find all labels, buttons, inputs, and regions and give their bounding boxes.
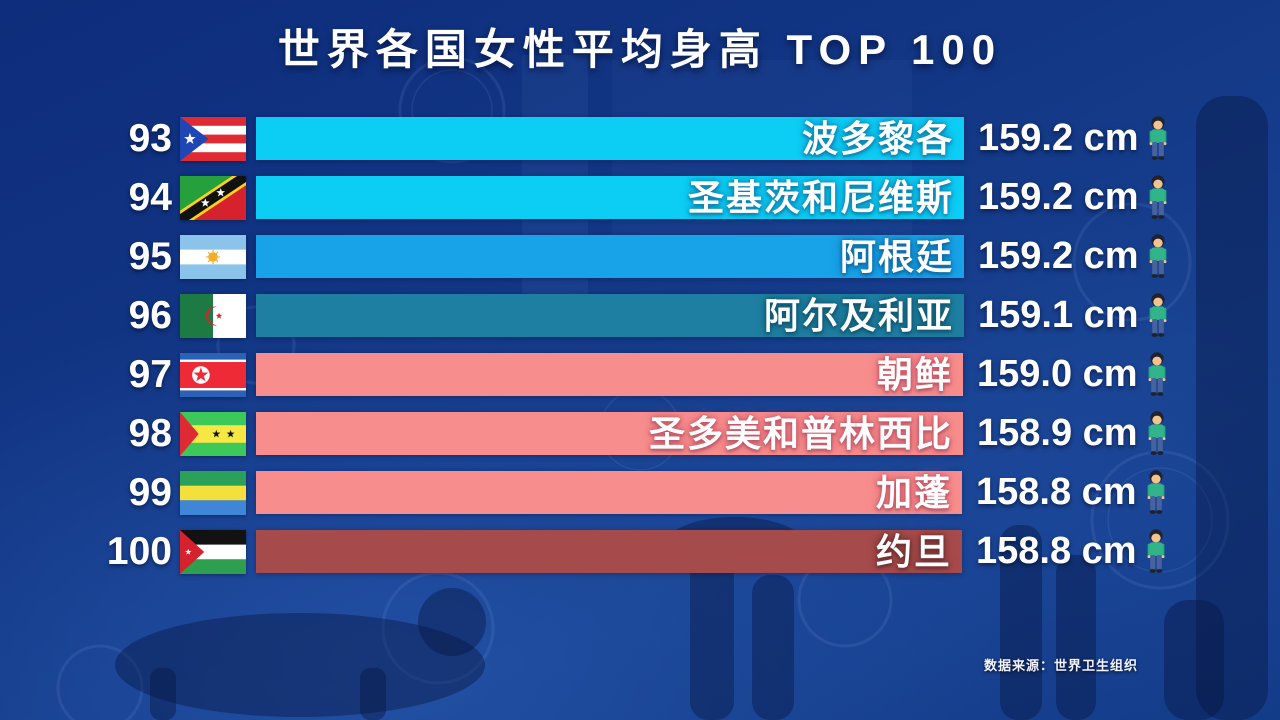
rank-label: 93 <box>128 117 172 160</box>
country-name-label: 阿根廷 <box>839 236 954 277</box>
height-value-label: 159.2 cm <box>978 176 1139 218</box>
bar: 圣多美和普林西比 <box>256 412 963 455</box>
woman-icon <box>1143 469 1169 517</box>
woman-icon <box>1145 174 1171 222</box>
gabon-flag-icon <box>180 470 246 515</box>
woman-icon <box>1145 233 1171 281</box>
bar: 圣基茨和尼维斯 <box>256 176 964 219</box>
bar: 加蓬 <box>256 471 962 514</box>
woman-icon <box>1144 410 1170 458</box>
country-name-label: 约旦 <box>875 531 952 572</box>
argentina-flag-icon <box>180 234 246 279</box>
country-name-label: 波多黎各 <box>801 118 954 159</box>
puerto-rico-flag-icon <box>180 116 246 161</box>
rank-label: 97 <box>128 353 172 396</box>
country-name-label: 加蓬 <box>875 472 952 513</box>
bar: 约旦 <box>256 530 962 573</box>
woman-icon <box>1145 115 1171 163</box>
height-value-label: 158.9 cm <box>977 412 1138 454</box>
chart-row: 97 朝鲜 159.0 cm <box>100 351 1280 399</box>
rank-label: 94 <box>128 176 172 219</box>
bar: 阿尔及利亚 <box>256 294 964 337</box>
woman-icon <box>1144 351 1170 399</box>
country-name-label: 圣多美和普林西比 <box>648 413 953 454</box>
bar-chart: 93 波多黎各 159.2 cm 94 圣基茨和尼维斯 159.2 cm <box>100 115 1280 589</box>
chart-row: 93 波多黎各 159.2 cm <box>100 115 1280 163</box>
height-value-label: 159.2 cm <box>978 235 1139 277</box>
north-korea-flag-icon <box>180 352 246 397</box>
chart-row: 96 阿尔及利亚 159.1 cm <box>100 292 1280 340</box>
height-value-label: 158.8 cm <box>976 471 1137 513</box>
data-source-label: 数据来源：世界卫生组织 <box>983 658 1138 673</box>
rank-label: 96 <box>128 294 172 337</box>
rank-label: 98 <box>128 412 172 455</box>
chart-row: 100 约旦 158.8 cm <box>100 528 1280 576</box>
rank-label: 95 <box>128 235 172 278</box>
country-name-label: 阿尔及利亚 <box>763 295 954 336</box>
chart-row: 94 圣基茨和尼维斯 159.2 cm <box>100 174 1280 222</box>
height-value-label: 159.0 cm <box>977 353 1138 395</box>
sao-tome-principe-flag-icon <box>180 411 246 456</box>
chart-title: 世界各国女性平均身高 TOP 100 <box>277 26 1003 73</box>
height-value-label: 159.1 cm <box>978 294 1139 336</box>
rank-label: 99 <box>128 471 172 514</box>
rank-label: 100 <box>106 530 172 573</box>
woman-icon <box>1145 292 1171 340</box>
bar: 朝鲜 <box>256 353 963 396</box>
height-value-label: 158.8 cm <box>976 530 1137 572</box>
algeria-flag-icon <box>180 293 246 338</box>
woman-icon <box>1143 528 1169 576</box>
jordan-flag-icon <box>180 529 246 574</box>
chart-row: 98 圣多美和普林西比 158.9 cm <box>100 410 1280 458</box>
bar: 阿根廷 <box>256 235 964 278</box>
country-name-label: 朝鲜 <box>876 354 953 395</box>
chart-row: 99 加蓬 158.8 cm <box>100 469 1280 517</box>
bar: 波多黎各 <box>256 117 964 160</box>
chart-row: 95 阿根廷 159.2 cm <box>100 233 1280 281</box>
country-name-label: 圣基茨和尼维斯 <box>687 177 954 218</box>
saint-kitts-nevis-flag-icon <box>180 175 246 220</box>
height-value-label: 159.2 cm <box>978 117 1139 159</box>
